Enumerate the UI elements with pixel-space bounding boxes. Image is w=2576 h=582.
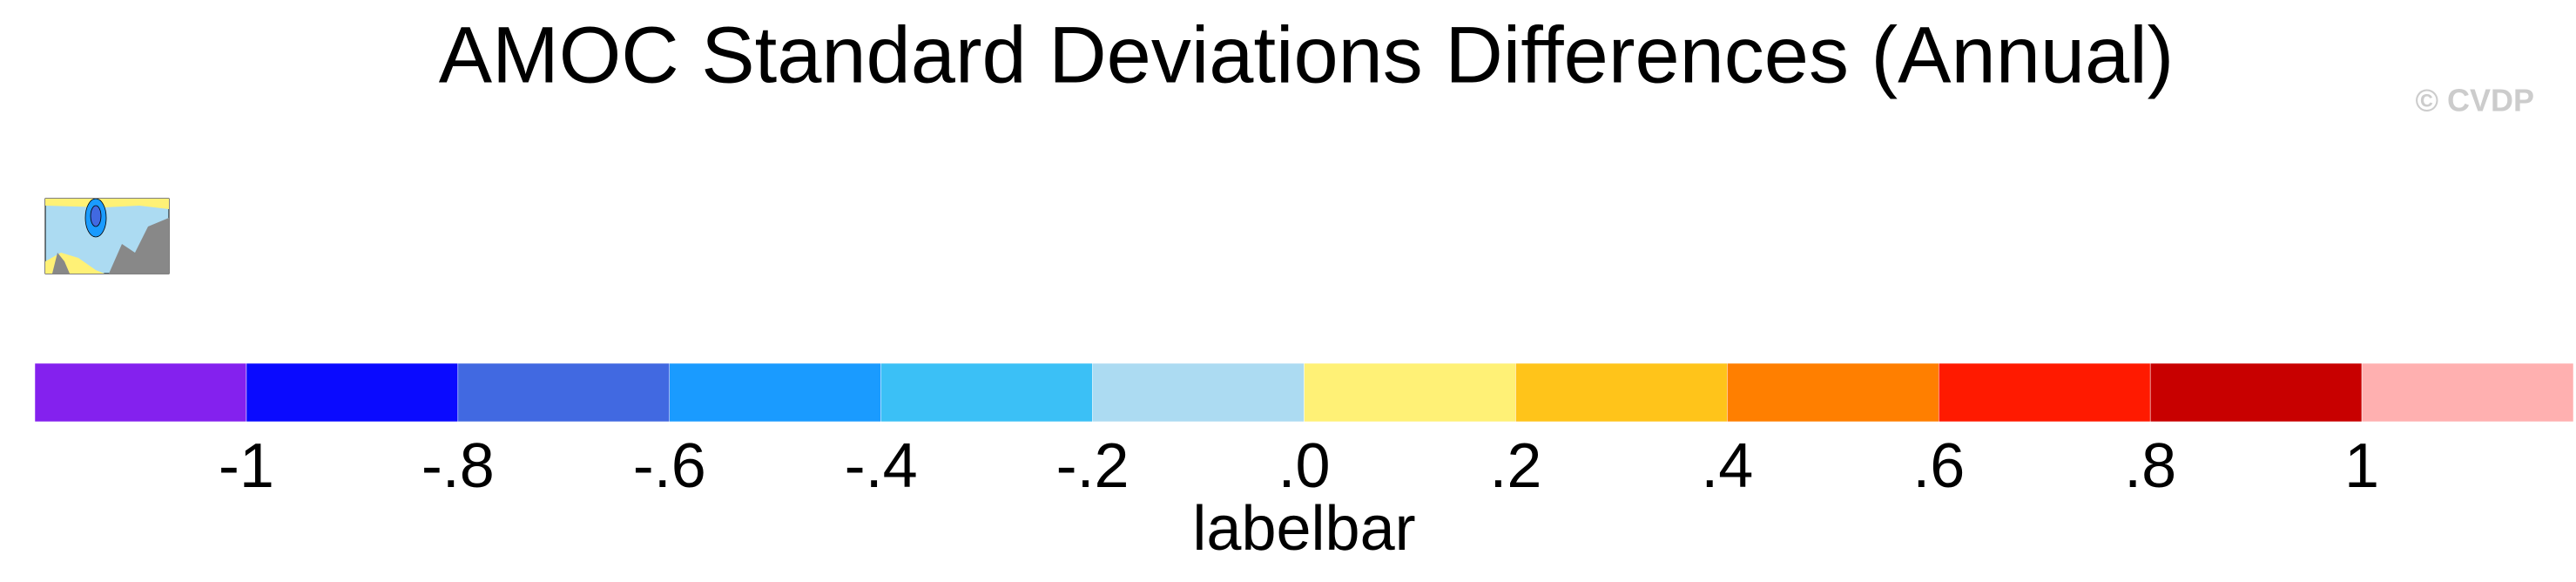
color-box <box>457 362 670 423</box>
x-tick-label: -.8 <box>421 431 495 501</box>
x-tick-label: 1 <box>2344 431 2379 501</box>
color-box <box>246 362 459 423</box>
color-box <box>1515 362 1728 423</box>
color-box <box>1092 362 1305 423</box>
color-box <box>880 362 1093 423</box>
color-box <box>1727 362 1939 423</box>
thumbnail-plot <box>44 198 170 274</box>
color-box <box>1939 362 2151 423</box>
thumbnail-contour <box>90 205 102 227</box>
x-tick-label: .2 <box>1489 431 1541 501</box>
color-box <box>2361 362 2574 423</box>
x-tick-label: .8 <box>2124 431 2176 501</box>
color-box <box>1304 362 1516 423</box>
x-tick-label: -.4 <box>845 431 918 501</box>
color-box <box>34 362 247 423</box>
watermark: © CVDP <box>2415 83 2534 118</box>
thumbnail-land <box>109 218 169 274</box>
chart-title: AMOC Standard Deviations Differences (An… <box>439 10 2175 99</box>
thumbnail-region <box>45 199 169 209</box>
x-tick-label: .0 <box>1278 431 1330 501</box>
x-tick-label: -.2 <box>1056 431 1130 501</box>
x-tick-label: -.6 <box>633 431 706 501</box>
color-box <box>2149 362 2363 423</box>
x-tick-label: -1 <box>219 431 274 501</box>
x-axis-label: labelbar <box>1192 494 1415 564</box>
color-box <box>669 362 881 423</box>
x-tick-label: .6 <box>1912 431 1965 501</box>
x-tick-label: .4 <box>1701 431 1753 501</box>
thumbnail-land <box>52 253 70 274</box>
